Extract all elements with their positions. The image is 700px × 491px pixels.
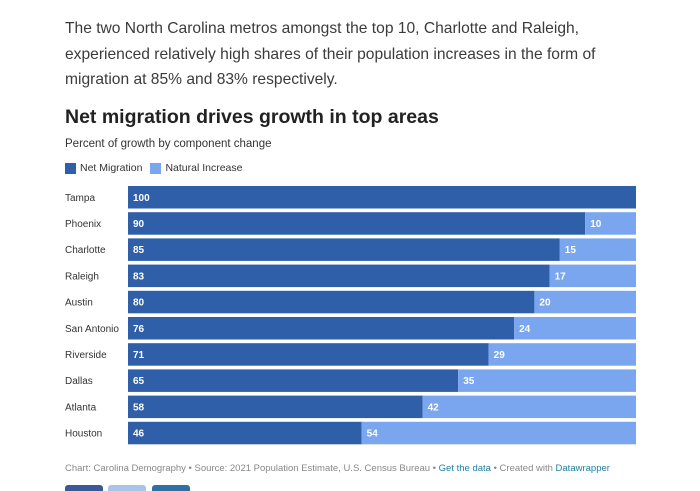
category-label-atlanta: Atlanta [65,402,97,413]
data-label-natural-increase-atlanta: 42 [428,402,440,413]
legend-item-net-migration: Net Migration [65,162,142,174]
bar-natural-increase-charlotte [559,238,636,261]
bar-net-migration-dallas [128,369,459,392]
bar-net-migration-riverside [128,343,489,366]
bar-natural-increase-austin [534,290,636,314]
bar-natural-increase-houston [361,421,636,445]
legend-swatch-net-migration [65,162,76,174]
bar-natural-increase-dallas [458,369,636,392]
chart-footer: Chart: Carolina Demography • Source: 202… [65,463,610,474]
data-label-natural-increase-raleigh: 17 [555,271,567,282]
bar-net-migration-tampa [128,186,636,209]
chart-subtitle: Percent of growth by component change [65,138,272,150]
category-label-dallas: Dallas [65,376,93,387]
category-label-riverside: Riverside [65,350,107,361]
get-the-data-link[interactable]: Get the data [438,463,491,474]
category-label-charlotte: Charlotte [65,245,106,256]
data-label-net-migration-dallas: 65 [133,376,145,387]
bar-net-migration-houston [128,421,362,445]
share-twitter-button[interactable] [108,485,146,491]
bar-natural-increase-phoenix [585,212,636,235]
bar-natural-increase-san-antonio [514,317,636,340]
category-label-raleigh: Raleigh [65,271,99,282]
data-label-net-migration-atlanta: 58 [133,402,145,413]
data-label-net-migration-riverside: 71 [133,350,145,361]
data-label-natural-increase-san-antonio: 24 [519,324,531,335]
share-facebook-button[interactable] [65,485,103,491]
category-label-austin: Austin [65,298,93,309]
data-label-natural-increase-charlotte: 15 [565,245,577,256]
stacked-bar-chart: Tampa 100 Phoenix 90 10 Charlotte 85 15 Raleigh 8… [65,186,636,445]
category-label-houston: Houston [65,429,102,440]
data-label-net-migration-houston: 46 [133,429,145,440]
data-label-net-migration-charlotte: 85 [133,245,145,256]
data-label-natural-increase-riverside: 29 [494,350,506,361]
legend-label-net-migration: Net Migration [80,162,143,174]
bar-net-migration-atlanta [128,395,423,419]
bar-net-migration-san-antonio [128,317,515,340]
legend-item-natural-increase: Natural Increase [150,162,243,174]
data-label-net-migration-raleigh: 83 [133,271,145,282]
data-label-natural-increase-houston: 54 [367,429,379,440]
data-label-natural-increase-phoenix: 10 [590,219,602,230]
data-label-natural-increase-austin: 20 [539,298,551,309]
datawrapper-link[interactable]: Datawrapper [555,463,610,474]
data-label-net-migration-tampa: 100 [133,193,150,204]
footer-created-with: • Created with [490,463,556,474]
intro-paragraph: The two North Carolina metros amongst th… [65,20,596,88]
share-linkedin-button[interactable] [152,485,190,491]
bar-net-migration-raleigh [128,264,550,288]
data-label-natural-increase-dallas: 35 [463,376,475,387]
legend-swatch-natural-increase [150,162,162,174]
data-label-net-migration-san-antonio: 76 [133,324,145,335]
data-label-net-migration-austin: 80 [133,298,145,309]
footer-source: Chart: Carolina Demography • Source: 202… [65,463,439,474]
chart-title: Net migration drives growth in top areas [65,106,439,128]
data-label-net-migration-phoenix: 90 [133,219,145,230]
category-label-phoenix: Phoenix [65,219,101,230]
bar-net-migration-austin [128,290,535,314]
bar-net-migration-charlotte [128,238,560,261]
category-label-tampa: Tampa [65,193,95,204]
bar-natural-increase-raleigh [549,264,636,288]
bar-natural-increase-riverside [488,343,636,366]
category-label-san-antonio: San Antonio [65,324,119,335]
bar-natural-increase-atlanta [422,395,636,419]
bar-net-migration-phoenix [128,212,586,235]
chart-legend: Net Migration Natural Increase [65,162,251,174]
legend-label-natural-increase: Natural Increase [165,162,243,174]
